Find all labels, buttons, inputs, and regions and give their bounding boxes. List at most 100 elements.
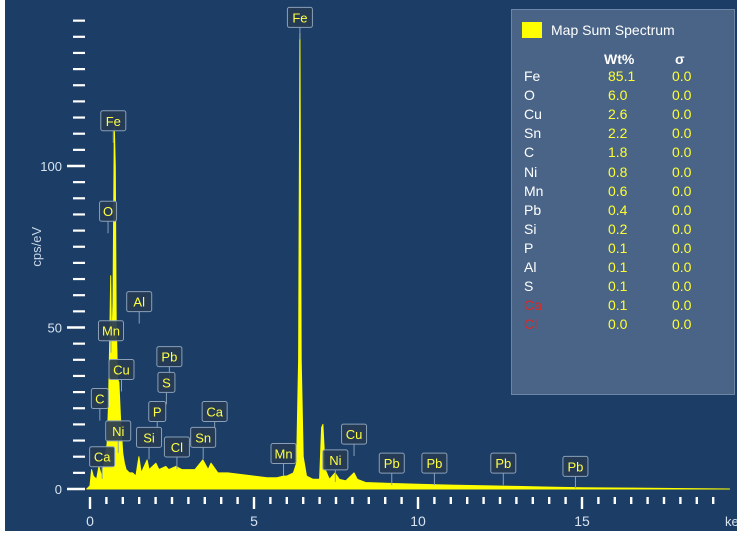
legend-element: Al <box>524 259 537 275</box>
legend-swatch <box>522 22 542 38</box>
legend-wt-value: 2.6 <box>608 106 628 123</box>
y-axis-label: cps/eV <box>29 227 44 267</box>
peak-label-box <box>322 449 349 471</box>
peak-label-box <box>105 420 132 442</box>
x-axis-label: keV <box>725 514 737 529</box>
peak-label: Cl <box>171 440 183 455</box>
peak-label: C <box>95 392 104 407</box>
legend-row: Sn 2.2 0.0 <box>512 125 734 144</box>
peak-label-box <box>341 423 368 445</box>
legend-wt-value: 0.2 <box>608 220 628 237</box>
peak-label: Pb <box>567 459 583 474</box>
peak-label-box <box>190 426 217 448</box>
peak-label: Mn <box>102 324 120 339</box>
legend-element: Fe <box>524 68 541 84</box>
legend-row: Pb 0.4 0.0 <box>512 202 734 221</box>
legend-sigma-value: 0.0 <box>672 259 692 275</box>
peak-label-box <box>136 426 163 448</box>
legend-element: Pb <box>524 201 542 218</box>
peak-label-box <box>286 6 313 28</box>
peak-label: O <box>103 204 113 219</box>
peak-label: Pb <box>426 456 442 471</box>
legend-element: Cu <box>524 106 542 123</box>
peak-label: Cu <box>346 427 363 442</box>
peak-label: Fe <box>292 10 307 25</box>
legend-row: O 6.0 0.0 <box>512 87 734 106</box>
legend-element: Mn <box>524 182 544 199</box>
peak-label: Ca <box>94 450 111 465</box>
legend-row: Si 0.2 0.0 <box>512 221 734 240</box>
legend-wt-value: 6.0 <box>608 87 628 104</box>
spectrum-chart: 050100cps/eV051015keVFeFeOAlMnPbCuSCPCaN… <box>29 6 737 529</box>
legend-sigma-value: 0.0 <box>672 316 692 333</box>
legend-element: S <box>524 278 534 295</box>
legend-header-sigma: σ <box>675 51 685 67</box>
peak-label: Si <box>143 430 155 445</box>
legend-sigma-value: 0.0 <box>672 125 692 142</box>
legend-wt-value: 0.4 <box>608 201 628 218</box>
legend-sigma-value: 0.0 <box>672 297 692 314</box>
peak-label-box <box>156 346 183 368</box>
peak-label-box <box>201 400 228 422</box>
legend-wt-value: 0.1 <box>608 297 628 314</box>
legend-element: Ca <box>524 297 542 314</box>
x-tick-label: 0 <box>86 513 94 529</box>
legend-sigma-value: 0.0 <box>672 163 692 180</box>
spectrum-chart-frame: 050100cps/eV051015keVFeFeOAlMnPbCuSCPCaN… <box>5 0 737 531</box>
peak-label-box <box>270 442 297 464</box>
peak-label-box <box>562 455 589 477</box>
peak-label-box <box>108 358 135 380</box>
legend-wt-value: 2.2 <box>608 125 628 142</box>
y-tick-label: 100 <box>40 159 62 174</box>
x-tick-label: 5 <box>250 513 258 529</box>
legend-sigma-value: 0.0 <box>672 278 692 295</box>
peak-label-box <box>490 452 517 474</box>
legend-sigma-value: 0.0 <box>672 106 692 123</box>
legend-sigma-value: 0.0 <box>672 201 692 218</box>
legend-element: P <box>524 239 534 256</box>
peak-label-box <box>421 452 448 474</box>
peak-label: Pb <box>384 456 400 471</box>
peak-label-box <box>148 400 167 422</box>
legend-header: Map Sum Spectrum <box>522 21 675 39</box>
peak-label: Al <box>133 295 145 310</box>
legend-element: Cl <box>524 316 538 333</box>
legend-row: P 0.1 0.0 <box>512 240 734 259</box>
legend-sigma-value: 0.0 <box>672 220 692 237</box>
legend-element: Ni <box>524 163 538 180</box>
peak-label-box <box>89 446 116 468</box>
legend-row: Ni 0.8 0.0 <box>512 164 734 183</box>
legend-wt-value: 0.0 <box>608 316 628 333</box>
legend-sigma-value: 0.0 <box>672 87 692 104</box>
legend-row: S 0.1 0.0 <box>512 278 734 297</box>
legend-panel: Map Sum Spectrum Wt% σ Fe 85.1 0.0 O 6.0 0.0 C… <box>511 9 735 395</box>
peak-label-box <box>100 110 127 132</box>
peak-label: S <box>162 375 171 390</box>
peak-label-box <box>97 320 124 342</box>
legend-row: Ca 0.1 0.0 <box>512 297 734 316</box>
legend-wt-value: 0.6 <box>608 182 628 199</box>
legend-row: Mn 0.6 0.0 <box>512 183 734 202</box>
peak-label-box <box>90 388 109 410</box>
legend-wt-value: 0.1 <box>608 278 628 295</box>
legend-title: Map Sum Spectrum <box>551 22 675 38</box>
x-tick-label: 10 <box>410 513 426 529</box>
x-tick-label: 15 <box>574 513 590 529</box>
peak-label: Ni <box>112 424 124 439</box>
peak-label-box <box>378 452 405 474</box>
legend-element: Sn <box>524 125 542 142</box>
legend-wt-value: 0.8 <box>608 163 628 180</box>
legend-sigma-value: 0.0 <box>672 68 692 84</box>
peak-label-box <box>157 371 176 393</box>
peak-label: Cu <box>113 362 130 377</box>
peak-label: Mn <box>274 446 292 461</box>
legend-row: Cl 0.0 0.0 <box>512 316 734 335</box>
peak-label: P <box>153 404 162 419</box>
peak-label: Ca <box>206 404 223 419</box>
legend-element: O <box>524 87 535 104</box>
peak-label: Pb <box>161 350 177 365</box>
peak-label: Sn <box>195 430 211 445</box>
legend-row: Cu 2.6 0.0 <box>512 106 734 125</box>
y-tick-label: 0 <box>55 482 62 497</box>
peak-label: Fe <box>106 114 121 129</box>
